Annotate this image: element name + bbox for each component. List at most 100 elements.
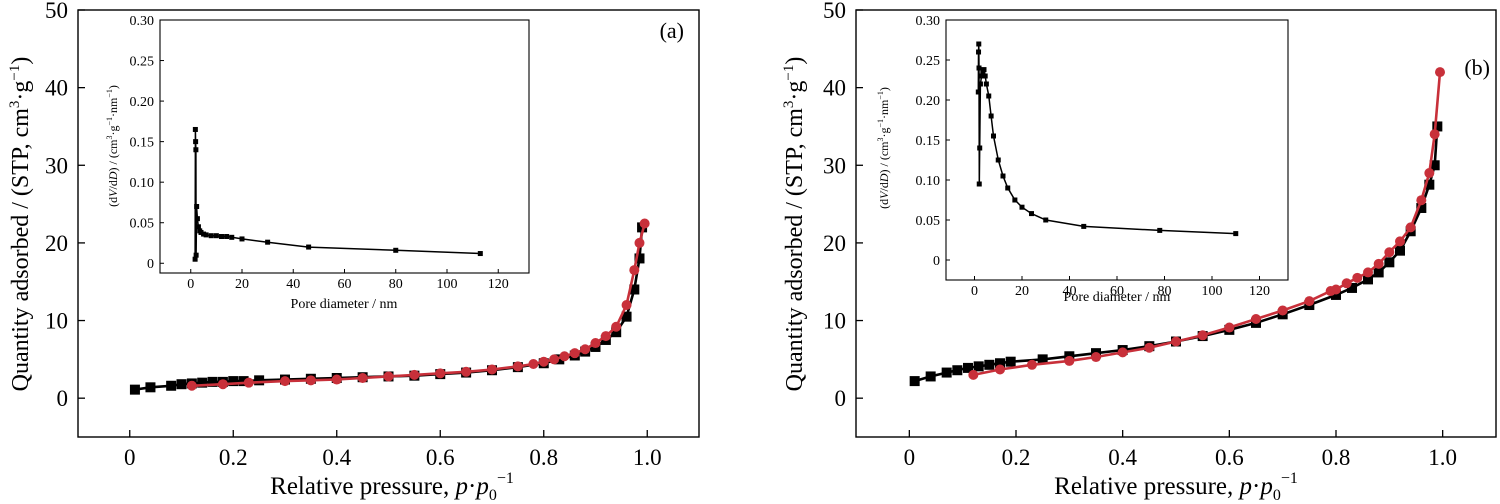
inset-series-point (1081, 223, 1087, 229)
x-tick-label: 0.4 (322, 445, 351, 470)
inset-series-point (198, 229, 204, 235)
panel-b: (b) Quantity adsorbed / (STP, cm3·g−1) R… (781, 0, 1497, 504)
x-tick-label: 0 (124, 445, 136, 470)
circle-series-point (1341, 278, 1352, 289)
y-tick-label: 20 (45, 231, 68, 256)
inset-series-point (265, 239, 271, 245)
circle-series-point (968, 369, 979, 380)
circle-series-point (1435, 67, 1445, 78)
inset-series-point (976, 65, 982, 71)
square-series-point (1005, 356, 1016, 367)
inset-series-point (1043, 217, 1049, 223)
circle-series-point (600, 331, 611, 342)
inset-x-tick-label: 0 (187, 277, 194, 292)
square-series-point (925, 371, 936, 382)
inset-x-tick-label: 40 (286, 277, 300, 292)
inset-y-tick-label: 0.05 (916, 214, 941, 229)
circle-series-point (1331, 284, 1341, 295)
circle-series-point (1224, 322, 1235, 333)
inset-y-tick-label: 0.20 (916, 94, 941, 109)
inset-series-point (1019, 204, 1025, 210)
x-tick-label: 0.2 (1002, 445, 1031, 470)
inset-series-point (981, 67, 987, 73)
x-axis-label-b: Relative pressure, p·p0−1 (1054, 470, 1298, 504)
inset-background-b (946, 20, 1288, 280)
circle-series-point (629, 265, 640, 276)
y-tick-label: 50 (45, 0, 68, 23)
inset-series-point (986, 93, 992, 99)
circle-series-point (559, 351, 570, 362)
inset-series-point (1000, 173, 1006, 179)
inset-y-axis-label-a: (dV/dD) / (cm3·g−1·nm−1) (105, 85, 120, 207)
circle-series-point (1352, 272, 1363, 283)
circle-series-point (1144, 342, 1155, 353)
circle-series-point (461, 366, 472, 377)
circle-series-point (186, 380, 197, 391)
square-series-point (1432, 121, 1443, 132)
inset-series-point (1012, 197, 1018, 203)
inset-x-tick-label: 20 (1015, 284, 1029, 299)
inset-y-tick-label: 0.05 (130, 217, 155, 232)
x-tick-label: 0.8 (529, 445, 558, 470)
square-series-point (166, 380, 177, 391)
inset-series-point (194, 204, 200, 210)
circle-series-point (1373, 258, 1384, 269)
square-series-point (984, 359, 995, 370)
inset-x-axis-label-b: Pore diameter / nm (1064, 290, 1171, 305)
inset-series-point (995, 157, 1001, 163)
square-series-point (238, 376, 249, 387)
circle-series-point (280, 376, 290, 387)
circle-series-point (580, 344, 591, 355)
inset-series-point (195, 224, 201, 230)
square-series-point (1037, 354, 1048, 365)
circle-series-point (1197, 330, 1208, 341)
inset-series-point (193, 139, 199, 145)
inset-series-point (982, 73, 988, 79)
y-tick-label: 0 (57, 386, 69, 411)
x-tick-label: 1.0 (633, 445, 662, 470)
square-series-point (176, 379, 187, 390)
circle-series-point (217, 379, 228, 390)
circle-series-point (1027, 359, 1037, 370)
circle-series-point (1304, 296, 1315, 307)
square-series-point (1373, 267, 1384, 278)
inset-series-point (213, 233, 219, 239)
inset-series-point (208, 233, 214, 239)
main-plot-area-a: 0 0.2 0.4 0.6 0.8 1.0 0 10 20 30 40 50 (45, 0, 662, 470)
inset-series-point (979, 73, 985, 79)
main-plot-frame-b (855, 9, 1497, 438)
inset-series-point (976, 41, 982, 47)
y-axis-label-b: Quantity adsorbed / (STP, cm3·g−1) (781, 57, 808, 392)
inset-series-point (203, 232, 209, 238)
inset-series-point (393, 247, 399, 253)
square-series-point (1347, 282, 1357, 293)
inset-series-point (201, 231, 207, 237)
square-series-point (634, 253, 645, 264)
circle-series-point (512, 361, 523, 372)
inset-y-tick-label: 0.30 (130, 14, 155, 29)
inset-x-tick-label: 40 (1063, 284, 1077, 299)
circle-series-point (639, 218, 650, 229)
inset-series-point (194, 216, 200, 222)
square-series-point (963, 362, 973, 373)
circle-series-point (383, 371, 394, 382)
inset-series-point (1005, 185, 1011, 191)
inset-series-point (977, 145, 983, 151)
inset-y-tick-label: 0 (147, 257, 154, 272)
circle-series-point (538, 356, 549, 367)
circle-series-point (331, 374, 342, 385)
inset-series-point (193, 147, 199, 153)
square-series-point (995, 358, 1005, 369)
square-series-point (1424, 179, 1435, 190)
y-tick-label: 40 (823, 76, 846, 101)
circle-series-point (621, 300, 632, 311)
y-tick-label: 10 (823, 309, 846, 334)
y-axis-label-a: Quantity adsorbed / (STP, cm3·g−1) (7, 57, 34, 392)
x-tick-label: 0 (904, 445, 916, 470)
inset-x-tick-label: 120 (488, 277, 509, 292)
inset-x-tick-label: 100 (437, 277, 458, 292)
inset-plot-area-a: 0 20 40 60 80 100 120 0 0.05 0.10 0.15 0.20 0.25 0.30 (130, 14, 509, 292)
inset-series-point (976, 181, 982, 187)
square-series-point (621, 311, 632, 322)
inset-series-point (192, 126, 198, 132)
